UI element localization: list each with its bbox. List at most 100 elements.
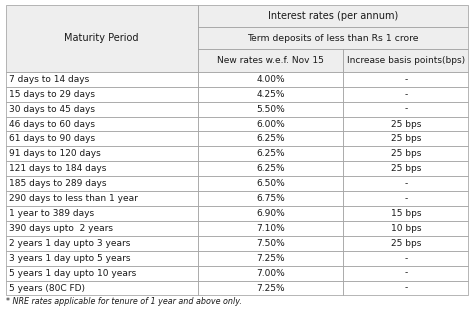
Text: 15 days to 29 days: 15 days to 29 days (9, 90, 95, 99)
Text: 30 days to 45 days: 30 days to 45 days (9, 105, 95, 113)
Text: Increase basis points(bps): Increase basis points(bps) (347, 56, 465, 65)
Text: 4.25%: 4.25% (256, 90, 285, 99)
Bar (343, 146, 468, 161)
Bar (198, 131, 343, 146)
Bar (6, 266, 198, 281)
Bar (343, 50, 468, 72)
Bar (6, 117, 198, 131)
Bar (343, 206, 468, 221)
Bar (6, 131, 198, 146)
Text: 185 days to 289 days: 185 days to 289 days (9, 179, 107, 188)
Text: 6.00%: 6.00% (256, 119, 285, 129)
Text: 25 bps: 25 bps (391, 149, 421, 158)
Bar (6, 251, 198, 266)
Text: 61 days to 90 days: 61 days to 90 days (9, 134, 96, 143)
Bar (6, 102, 198, 117)
Text: 121 days to 184 days: 121 days to 184 days (9, 164, 107, 173)
Bar (343, 266, 468, 281)
Text: 6.90%: 6.90% (256, 209, 285, 218)
Bar (343, 117, 468, 131)
Text: 7.10%: 7.10% (256, 224, 285, 233)
Text: 7.00%: 7.00% (256, 269, 285, 277)
Text: 5.50%: 5.50% (256, 105, 285, 113)
Bar (343, 236, 468, 251)
Text: 290 days to less than 1 year: 290 days to less than 1 year (9, 194, 138, 203)
Bar (198, 27, 468, 50)
Text: -: - (404, 179, 408, 188)
Text: 1 year to 389 days: 1 year to 389 days (9, 209, 95, 218)
Bar (343, 281, 468, 295)
Text: 5 years 1 day upto 10 years: 5 years 1 day upto 10 years (9, 269, 137, 277)
Text: 6.25%: 6.25% (256, 164, 285, 173)
Text: -: - (404, 254, 408, 263)
Bar (6, 191, 198, 206)
Text: 10 bps: 10 bps (391, 224, 421, 233)
Text: Interest rates (per annum): Interest rates (per annum) (268, 11, 398, 21)
Text: 2 years 1 day upto 3 years: 2 years 1 day upto 3 years (9, 239, 131, 248)
Text: 3 years 1 day upto 5 years: 3 years 1 day upto 5 years (9, 254, 131, 263)
Text: -: - (404, 105, 408, 113)
Text: 5 years (80C FD): 5 years (80C FD) (9, 283, 85, 293)
Text: * NRE rates applicable for tenure of 1 year and above only.: * NRE rates applicable for tenure of 1 y… (6, 297, 242, 306)
Bar (6, 87, 198, 102)
Bar (343, 72, 468, 87)
Text: 7.25%: 7.25% (256, 283, 285, 293)
Text: 25 bps: 25 bps (391, 164, 421, 173)
Bar (198, 206, 343, 221)
Bar (343, 221, 468, 236)
Text: -: - (404, 283, 408, 293)
Text: -: - (404, 194, 408, 203)
Bar (198, 50, 343, 72)
Text: -: - (404, 90, 408, 99)
Text: 7.50%: 7.50% (256, 239, 285, 248)
Text: 7.25%: 7.25% (256, 254, 285, 263)
Bar (6, 5, 198, 72)
Bar (6, 72, 198, 87)
Bar (198, 87, 343, 102)
Bar (198, 266, 343, 281)
Bar (343, 251, 468, 266)
Text: 46 days to 60 days: 46 days to 60 days (9, 119, 95, 129)
Text: 6.75%: 6.75% (256, 194, 285, 203)
Bar (198, 221, 343, 236)
Bar (198, 72, 343, 87)
Bar (198, 176, 343, 191)
Bar (6, 176, 198, 191)
Bar (6, 221, 198, 236)
Bar (198, 236, 343, 251)
Text: -: - (404, 269, 408, 277)
Text: Term deposits of less than Rs 1 crore: Term deposits of less than Rs 1 crore (247, 34, 419, 43)
Text: 91 days to 120 days: 91 days to 120 days (9, 149, 101, 158)
Bar (6, 206, 198, 221)
Bar (343, 87, 468, 102)
Bar (343, 131, 468, 146)
Text: 15 bps: 15 bps (391, 209, 421, 218)
Bar (343, 161, 468, 176)
Bar (343, 176, 468, 191)
Bar (343, 191, 468, 206)
Bar (198, 102, 343, 117)
Bar (198, 146, 343, 161)
Bar (198, 5, 468, 27)
Bar (198, 191, 343, 206)
Bar (6, 161, 198, 176)
Bar (198, 281, 343, 295)
Bar (343, 102, 468, 117)
Bar (6, 236, 198, 251)
Text: 6.25%: 6.25% (256, 149, 285, 158)
Text: Maturity Period: Maturity Period (64, 33, 139, 43)
Text: 6.25%: 6.25% (256, 134, 285, 143)
Text: 390 days upto  2 years: 390 days upto 2 years (9, 224, 113, 233)
Text: 4.00%: 4.00% (256, 75, 285, 84)
Bar (198, 117, 343, 131)
Text: -: - (404, 75, 408, 84)
Bar (6, 281, 198, 295)
Text: 25 bps: 25 bps (391, 119, 421, 129)
Bar (198, 161, 343, 176)
Text: 25 bps: 25 bps (391, 239, 421, 248)
Text: 25 bps: 25 bps (391, 134, 421, 143)
Text: New rates w.e.f. Nov 15: New rates w.e.f. Nov 15 (217, 56, 324, 65)
Bar (198, 251, 343, 266)
Text: 6.50%: 6.50% (256, 179, 285, 188)
Bar (6, 146, 198, 161)
